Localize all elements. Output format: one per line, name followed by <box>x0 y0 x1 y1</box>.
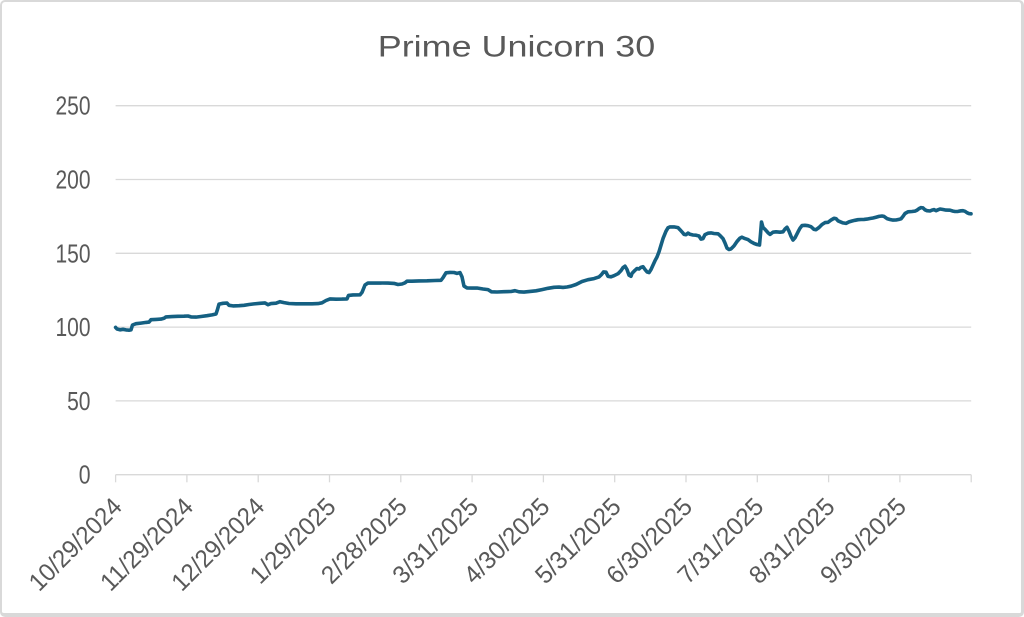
svg-text:0: 0 <box>79 462 91 490</box>
svg-text:100: 100 <box>56 314 91 342</box>
svg-text:Prime Unicorn 30: Prime Unicorn 30 <box>378 31 656 64</box>
svg-text:150: 150 <box>56 240 91 268</box>
svg-text:250: 250 <box>56 93 91 121</box>
svg-text:200: 200 <box>56 167 91 195</box>
svg-text:50: 50 <box>67 388 90 416</box>
